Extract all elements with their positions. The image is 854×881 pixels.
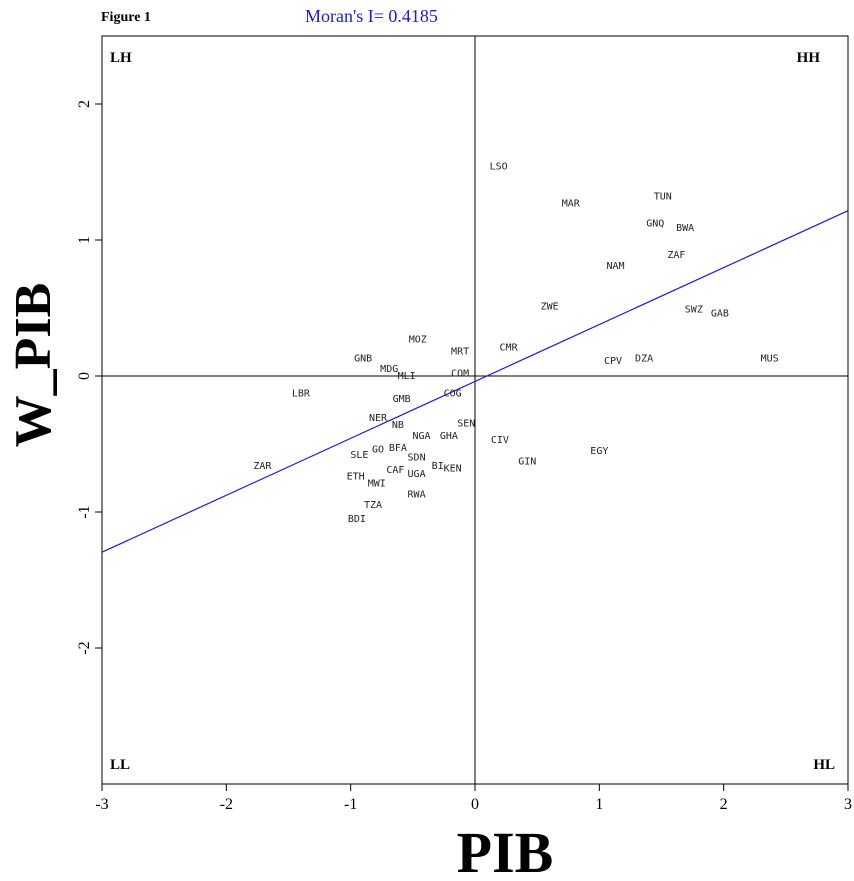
- y-tick-label: -2: [76, 641, 93, 654]
- point-label-bi: BI: [432, 461, 444, 472]
- point-label-gha: GHA: [440, 431, 458, 442]
- point-label-lbr: LBR: [292, 389, 311, 400]
- quadrant-hl-label: HL: [813, 757, 835, 773]
- point-label-com: COM: [451, 368, 469, 379]
- point-label-gmb: GMB: [393, 394, 411, 405]
- point-label-ken: KEN: [444, 463, 462, 474]
- quadrant-hh-label: HH: [797, 50, 821, 66]
- point-label-uga: UGA: [408, 469, 426, 480]
- chart-title: Moran's I= 0.4185: [305, 6, 438, 26]
- point-label-gnb: GNB: [354, 353, 372, 364]
- point-label-tza: TZA: [364, 500, 382, 511]
- point-label-cpv: CPV: [604, 356, 622, 367]
- point-label-tun: TUN: [654, 191, 672, 202]
- point-label-sdn: SDN: [408, 453, 426, 464]
- point-label-nam: NAM: [606, 261, 624, 272]
- y-tick-label: 1: [76, 236, 93, 244]
- point-label-moz: MOZ: [409, 334, 427, 345]
- x-tick-label: 3: [844, 796, 852, 813]
- figure-label: Figure 1: [101, 10, 151, 25]
- point-label-swz: SWZ: [685, 304, 703, 315]
- point-label-gnq: GNQ: [646, 219, 664, 230]
- point-label-cmr: CMR: [500, 342, 519, 353]
- point-label-gab: GAB: [711, 308, 729, 319]
- point-label-caf: CAF: [386, 465, 404, 476]
- x-tick-label: 1: [595, 796, 603, 813]
- y-tick-label: 0: [76, 372, 93, 380]
- point-label-nb: NB: [392, 420, 404, 431]
- point-label-sle: SLE: [350, 450, 368, 461]
- point-label-bdi: BDI: [348, 514, 366, 525]
- point-label-dza: DZA: [635, 353, 653, 364]
- y-tick-label: 2: [76, 100, 93, 108]
- point-label-nga: NGA: [413, 431, 431, 442]
- point-label-bfa: BFA: [389, 443, 407, 454]
- point-label-cog: COG: [444, 389, 462, 400]
- point-label-go: GO: [372, 444, 384, 455]
- point-label-mus: MUS: [761, 353, 779, 364]
- point-label-zwe: ZWE: [541, 302, 559, 313]
- quadrant-lh-label: LH: [110, 50, 132, 66]
- point-label-mli: MLI: [398, 371, 416, 382]
- point-label-zaf: ZAF: [667, 250, 685, 261]
- point-label-sen: SEN: [457, 419, 475, 430]
- x-tick-label: -2: [220, 796, 233, 813]
- x-tick-label: -3: [95, 796, 108, 813]
- point-label-mwi: MWI: [368, 478, 386, 489]
- point-label-zar: ZAR: [253, 461, 272, 472]
- x-axis-title: PIB: [457, 820, 554, 881]
- point-label-mrt: MRT: [451, 347, 469, 358]
- x-tick-label: -1: [344, 796, 357, 813]
- y-tick-label: -1: [76, 505, 93, 518]
- point-label-mdg: MDG: [380, 364, 398, 375]
- quadrant-ll-label: LL: [110, 757, 130, 773]
- point-label-mar: MAR: [562, 198, 581, 209]
- point-label-lso: LSO: [490, 162, 508, 173]
- regression-line: [101, 210, 849, 553]
- point-label-civ: CIV: [491, 435, 509, 446]
- point-label-gin: GIN: [518, 457, 536, 468]
- x-tick-label: 0: [471, 796, 479, 813]
- point-label-ner: NER: [369, 413, 388, 424]
- x-tick-label: 2: [720, 796, 728, 813]
- point-label-egy: EGY: [590, 446, 608, 457]
- point-label-eth: ETH: [347, 472, 365, 483]
- point-label-rwa: RWA: [408, 489, 426, 500]
- point-label-bwa: BWA: [676, 223, 694, 234]
- y-axis-title: W_PIB: [5, 283, 62, 448]
